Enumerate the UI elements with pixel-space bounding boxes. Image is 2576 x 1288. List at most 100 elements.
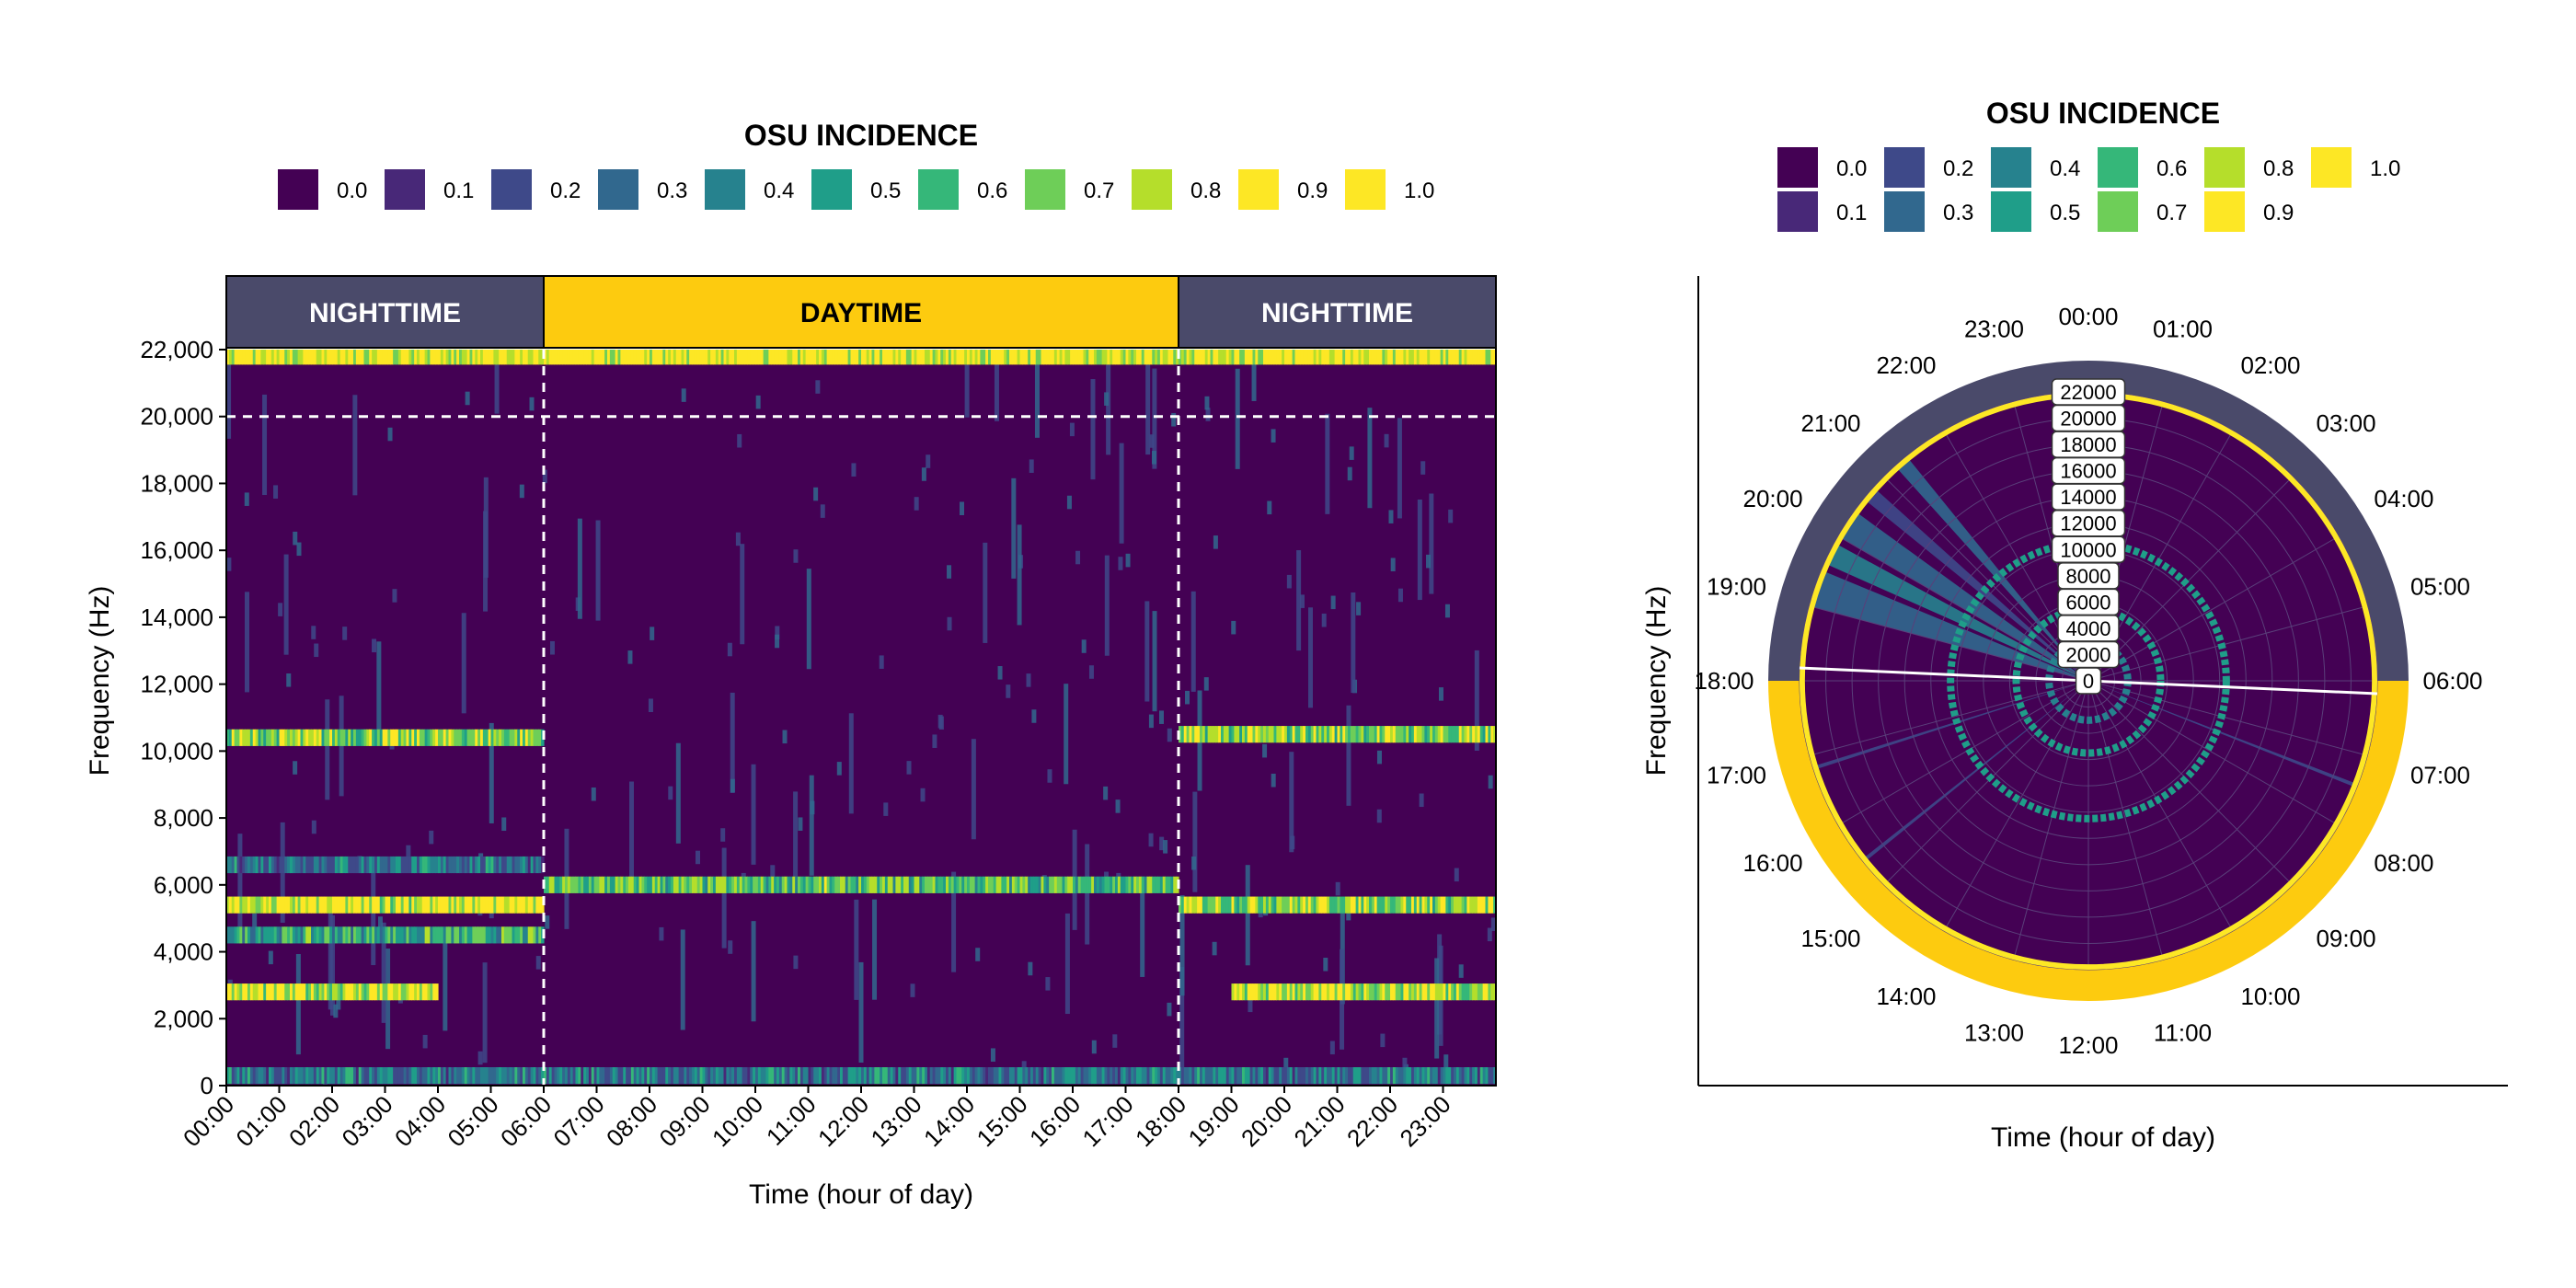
legend-key-swatch [1345, 169, 1386, 210]
heatmap-band-segment [1170, 876, 1174, 893]
heatmap-band-segment [1046, 876, 1050, 893]
heatmap-band-segment [303, 856, 306, 874]
x-tick-label: 10:00 [707, 1090, 768, 1152]
heatmap-cell [1006, 684, 1011, 698]
heatmap-band-segment [1046, 1067, 1050, 1085]
heatmap-cell [1159, 836, 1165, 851]
heatmap-band-segment [1231, 726, 1235, 743]
heatmap-band-segment [662, 1067, 666, 1085]
heatmap-band-segment [1149, 1067, 1153, 1085]
heatmap-band-segment [1472, 983, 1476, 1001]
heatmap-band-segment [863, 350, 868, 365]
heatmap-band-segment [424, 1067, 429, 1085]
heatmap-band-segment [757, 1067, 762, 1085]
heatmap-band-segment [760, 350, 765, 365]
heatmap-band-segment [1294, 983, 1298, 1001]
heatmap-band-segment [406, 896, 409, 914]
heatmap-band-segment [520, 856, 523, 874]
heatmap-band-segment [1052, 350, 1055, 365]
heatmap-band-segment [1265, 896, 1270, 914]
heatmap-band-segment [445, 350, 450, 365]
heatmap-band-segment [1091, 1067, 1095, 1085]
heatmap-band-segment [514, 856, 518, 874]
heatmap-band-segment [940, 876, 944, 893]
radial-tick-label: 4000 [2066, 617, 2111, 640]
heatmap-band-segment [1258, 726, 1261, 743]
heatmap-band-segment [1475, 983, 1478, 1001]
heatmap-band-segment [1358, 983, 1362, 1001]
heatmap-band-segment [1340, 726, 1343, 743]
heatmap-band-segment [1331, 726, 1336, 743]
x-tick-label: 03:00 [337, 1090, 398, 1152]
heatmap-band-segment [440, 350, 444, 365]
heatmap-band-segment [269, 350, 272, 365]
heatmap-band-segment [247, 896, 251, 914]
heatmap-band-segment [1231, 350, 1235, 365]
heatmap-band-segment [1159, 350, 1164, 365]
heatmap-cell [668, 786, 673, 800]
heatmap-cell [628, 781, 634, 882]
heatmap-band-segment [1461, 1067, 1466, 1085]
heatmap-band-segment [799, 876, 804, 893]
heatmap-band-segment [279, 729, 282, 746]
heatmap-band-segment [1300, 896, 1304, 914]
heatmap-band-segment [1440, 896, 1444, 914]
heatmap-band-segment [533, 856, 536, 874]
heatmap-band-segment [861, 1067, 865, 1085]
heatmap-band-segment [245, 983, 248, 1001]
heatmap-band-segment [1094, 876, 1098, 893]
heatmap-band-segment [1189, 1067, 1192, 1085]
heatmap-band-segment [411, 729, 415, 746]
heatmap-band-segment [1371, 983, 1375, 1001]
heatmap-band-segment [270, 983, 275, 1001]
heatmap-band-segment [617, 876, 621, 893]
heatmap-band-segment [387, 983, 391, 1001]
heatmap-band-segment [482, 350, 487, 365]
heatmap-band-segment [1110, 350, 1113, 365]
heatmap-band-segment [1149, 350, 1153, 365]
heatmap-band-segment [263, 729, 267, 746]
heatmap-band-segment [1374, 983, 1378, 1001]
heatmap-cell [1376, 750, 1382, 765]
heatmap-band-segment [977, 876, 981, 893]
heatmap-band-segment [231, 983, 236, 1001]
heatmap-band-segment [1228, 896, 1233, 914]
heatmap-band-segment [572, 876, 577, 893]
heatmap-band-segment [266, 896, 270, 914]
heatmap-band-segment [1451, 1067, 1455, 1085]
heatmap-band-segment [720, 350, 725, 365]
heatmap-band-segment [376, 350, 381, 365]
heatmap-band-segment [342, 729, 346, 746]
heatmap-band-segment [1395, 983, 1399, 1001]
heatmap-band-segment [374, 926, 378, 944]
heatmap-band-segment [351, 896, 354, 914]
heatmap-band-segment [1159, 876, 1164, 893]
heatmap-band-segment [445, 896, 450, 914]
heatmap-cell [1488, 775, 1493, 789]
heatmap-band-segment [1361, 726, 1364, 743]
heatmap-band-segment [890, 350, 894, 365]
heatmap-cell [751, 921, 756, 1022]
heatmap-band-segment [523, 926, 526, 944]
heatmap-band-segment [379, 896, 384, 914]
heatmap-band-segment [1345, 1067, 1349, 1085]
heatmap-band-segment [269, 926, 272, 944]
heatmap-band-segment [245, 896, 248, 914]
heatmap-band-segment [1458, 983, 1463, 1001]
heatmap-band-segment [414, 983, 418, 1001]
heatmap-band-segment [499, 729, 502, 746]
heatmap-band-segment [1355, 350, 1360, 365]
heatmap-band-segment [438, 896, 442, 914]
heatmap-cell [1204, 396, 1210, 410]
heatmap-band-segment [736, 1067, 741, 1085]
heatmap-band-segment [1387, 350, 1391, 365]
heatmap-band-segment [1390, 1067, 1394, 1085]
heatmap-band-segment [337, 1067, 341, 1085]
legend-key-swatch [1025, 169, 1065, 210]
heatmap-band-segment [1469, 896, 1473, 914]
heatmap-band-segment [1458, 1067, 1463, 1085]
heatmap-band-segment [533, 926, 536, 944]
heatmap-band-segment [308, 896, 312, 914]
heatmap-band-segment [630, 350, 635, 365]
heatmap-band-segment [239, 896, 243, 914]
